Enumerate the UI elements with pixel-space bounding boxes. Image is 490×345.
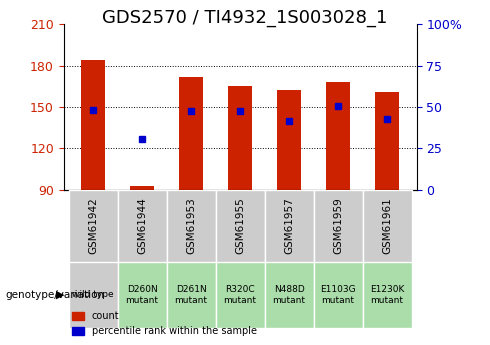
Text: R320C
mutant: R320C mutant bbox=[223, 285, 257, 305]
Bar bbox=[277, 90, 301, 190]
Text: ▶: ▶ bbox=[56, 290, 65, 300]
Bar bbox=[130, 186, 154, 190]
FancyBboxPatch shape bbox=[363, 262, 412, 328]
FancyBboxPatch shape bbox=[314, 190, 363, 262]
Bar bbox=[375, 92, 399, 190]
Text: GSM61953: GSM61953 bbox=[186, 198, 196, 254]
FancyBboxPatch shape bbox=[167, 190, 216, 262]
FancyBboxPatch shape bbox=[118, 262, 167, 328]
Text: D261N
mutant: D261N mutant bbox=[174, 285, 208, 305]
Text: E1230K
mutant: E1230K mutant bbox=[370, 285, 404, 305]
Text: genotype/variation: genotype/variation bbox=[5, 290, 104, 300]
Text: GSM61959: GSM61959 bbox=[333, 198, 343, 254]
Legend: count, percentile rank within the sample: count, percentile rank within the sample bbox=[69, 307, 261, 340]
Text: wild type: wild type bbox=[73, 290, 114, 299]
FancyBboxPatch shape bbox=[363, 190, 412, 262]
Text: GSM61957: GSM61957 bbox=[284, 198, 294, 254]
FancyBboxPatch shape bbox=[118, 190, 167, 262]
FancyBboxPatch shape bbox=[69, 262, 118, 328]
Text: GSM61955: GSM61955 bbox=[235, 198, 245, 254]
FancyBboxPatch shape bbox=[216, 190, 265, 262]
FancyBboxPatch shape bbox=[69, 190, 118, 262]
Text: N488D
mutant: N488D mutant bbox=[272, 285, 306, 305]
FancyBboxPatch shape bbox=[167, 262, 216, 328]
Text: D260N
mutant: D260N mutant bbox=[125, 285, 159, 305]
Text: GDS2570 / TI4932_1S003028_1: GDS2570 / TI4932_1S003028_1 bbox=[102, 9, 388, 27]
FancyBboxPatch shape bbox=[265, 262, 314, 328]
Bar bbox=[326, 82, 350, 190]
FancyBboxPatch shape bbox=[265, 190, 314, 262]
Text: GSM61944: GSM61944 bbox=[137, 198, 147, 254]
Bar bbox=[81, 60, 105, 190]
Bar bbox=[228, 86, 252, 190]
Text: GSM61942: GSM61942 bbox=[88, 198, 98, 254]
Text: E1103G
mutant: E1103G mutant bbox=[320, 285, 356, 305]
FancyBboxPatch shape bbox=[314, 262, 363, 328]
Text: GSM61961: GSM61961 bbox=[382, 198, 392, 254]
Bar bbox=[179, 77, 203, 190]
FancyBboxPatch shape bbox=[216, 262, 265, 328]
